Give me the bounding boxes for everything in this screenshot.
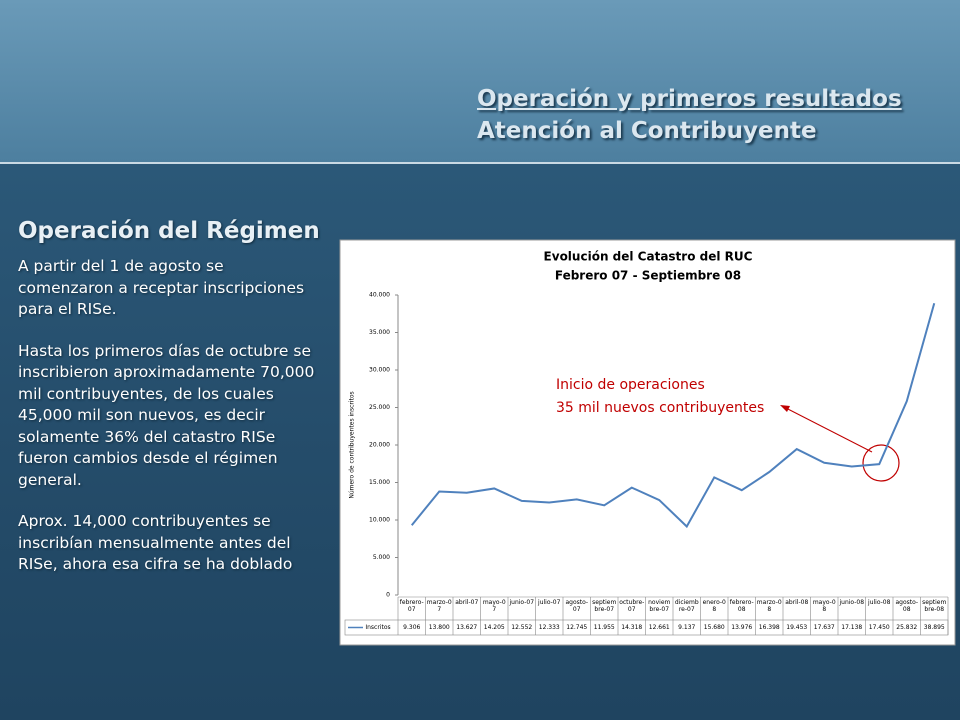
- paragraph: Hasta los primeros días de octubre se in…: [18, 341, 315, 489]
- sidebar: Operación del Régimen A partir del 1 de …: [18, 218, 323, 596]
- value-label: 17.637: [813, 624, 835, 631]
- y-tick-label: 5.000: [373, 554, 390, 561]
- arrow-head: [780, 405, 790, 412]
- value-label: 25.832: [896, 624, 918, 631]
- y-tick-label: 30.000: [369, 367, 390, 374]
- y-tick-label: 10.000: [369, 517, 390, 524]
- x-tick-label: mayo-08: [812, 599, 836, 613]
- annotation: Inicio de operaciones: [556, 377, 705, 393]
- annotation-arrow: [781, 405, 873, 453]
- x-tick-label: noviembre-07: [648, 599, 671, 613]
- y-axis-label: Número de contribuyentes inscritos: [349, 391, 356, 498]
- x-tick-label: febrero-07: [399, 599, 424, 613]
- value-label: 12.552: [511, 624, 533, 631]
- value-label: 16.398: [758, 624, 780, 631]
- value-label: 13.976: [731, 624, 753, 631]
- chart-subtitle: Febrero 07 - Septiembre 08: [555, 269, 741, 283]
- value-label: 12.333: [538, 624, 560, 631]
- legend-label: Inscritos: [365, 624, 391, 631]
- value-label: 9.306: [403, 624, 421, 631]
- header-title: Operación y primeros resultados: [477, 86, 902, 112]
- x-tick-label: febrero-08: [729, 599, 754, 613]
- x-tick-label: octubre-07: [619, 599, 645, 613]
- x-tick-label: mayo-07: [482, 599, 506, 613]
- series-line: [410, 303, 936, 529]
- header-subtitle: Atención al Contribuyente: [477, 118, 817, 144]
- x-tick-label: septiembre-08: [922, 599, 947, 613]
- paragraph: Aprox. 14,000 contribuyentes se inscribí…: [18, 512, 293, 573]
- x-tick-label: agosto-07: [565, 599, 589, 613]
- x-tick-label: julio-07: [538, 599, 561, 606]
- value-label: 13.800: [428, 624, 450, 631]
- value-label: 14.205: [483, 624, 505, 631]
- x-tick-label: agosto-08: [895, 599, 919, 613]
- y-tick-label: 20.000: [369, 442, 390, 449]
- value-label: 14.318: [621, 624, 643, 631]
- value-label: 13.627: [456, 624, 478, 631]
- y-tick-label: 15.000: [369, 479, 390, 486]
- value-label: 12.745: [566, 624, 588, 631]
- y-tick-label: 0: [386, 592, 390, 599]
- value-label: 12.661: [648, 624, 670, 631]
- y-tick-label: 35.000: [369, 329, 390, 336]
- value-label: 17.138: [841, 624, 863, 631]
- x-tick-label: septiembre-07: [592, 599, 617, 613]
- highlight-circle: [862, 444, 900, 482]
- value-label: 19.453: [786, 624, 808, 631]
- x-tick-label: enero-08: [702, 599, 726, 613]
- value-label: 17.450: [868, 624, 890, 631]
- chart-title: Evolución del Catastro del RUC: [544, 250, 753, 264]
- y-tick-label: 25.000: [369, 404, 390, 411]
- value-label: 11.955: [593, 624, 615, 631]
- x-tick-label: julio-08: [868, 599, 891, 606]
- value-label: 38.895: [923, 624, 945, 631]
- value-label: 15.680: [703, 624, 725, 631]
- x-tick-label: diciembre-07: [674, 599, 699, 613]
- x-tick-label: junio-08: [839, 599, 865, 606]
- x-tick-label: junio-07: [509, 599, 535, 606]
- chart-frame: [339, 239, 956, 646]
- x-tick-label: marzo-07: [426, 599, 452, 613]
- annotation: 35 mil nuevos contribuyentes: [556, 400, 764, 416]
- y-tick-label: 40.000: [369, 292, 390, 299]
- value-label: 9.137: [678, 624, 696, 631]
- x-tick-label: abril-08: [785, 599, 809, 606]
- sidebar-heading: Operación del Régimen: [18, 218, 320, 244]
- x-tick-label: marzo-08: [756, 599, 782, 613]
- header-band: [0, 0, 960, 164]
- paragraph: A partir del 1 de agosto se comenzaron a…: [18, 257, 305, 318]
- x-tick-label: abril-07: [455, 599, 479, 606]
